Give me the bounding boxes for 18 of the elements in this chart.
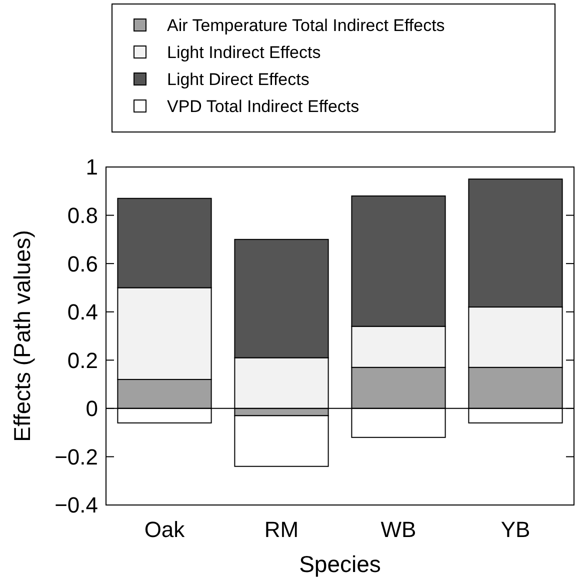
x-axis-title: Species — [299, 551, 381, 577]
y-tick-label: −0.4 — [54, 492, 98, 518]
legend-label: Light Direct Effects — [167, 70, 310, 89]
x-tick-label: WB — [380, 517, 416, 542]
y-tick-label: −0.2 — [54, 444, 98, 470]
legend-label: VPD Total Indirect Effects — [167, 96, 360, 116]
legend-label: Light Indirect Effects — [167, 42, 321, 62]
x-tick-label: Oak — [144, 517, 186, 542]
x-tick-label: YB — [500, 517, 530, 542]
y-tick-label: 0 — [86, 396, 98, 422]
y-tick-label: 0.8 — [67, 202, 98, 228]
y-tick-label: 0.6 — [67, 251, 98, 276]
legend-label: Air Temperature Total Indirect Effects — [167, 16, 445, 35]
x-tick-label: RM — [264, 517, 299, 542]
y-axis-title: Effects (Path values) — [9, 230, 35, 442]
y-tick-label: 0.4 — [67, 300, 98, 325]
y-tick-label: 1 — [86, 154, 98, 180]
y-tick-label: 0.2 — [67, 348, 98, 373]
